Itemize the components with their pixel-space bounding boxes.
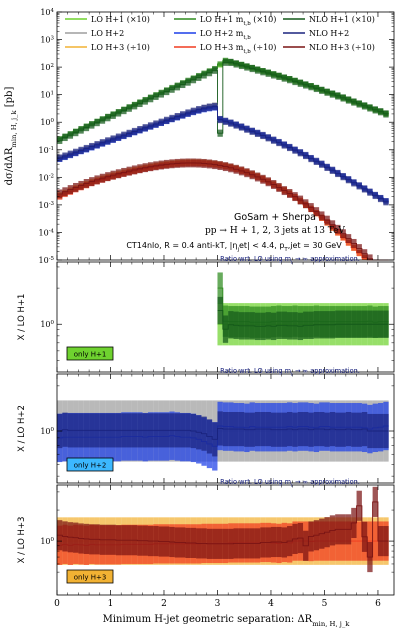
ratio-box-label: only H+2 <box>74 462 107 470</box>
legend-label: NLO H+3 (÷10) <box>309 43 375 52</box>
ratio-y-label: X / LO H+2 <box>17 405 27 452</box>
legend-label: NLO H+2 <box>309 29 349 38</box>
ratio-note: Ratio wrt. LO using mt → ∞ approximation… <box>220 367 360 378</box>
ratio-frame <box>56 261 395 373</box>
series-line-1 <box>57 501 389 558</box>
ratio-panel-h3: 100 0 1 2 3 4 5 6 X / LO H+3 Ratio wrt. LO using … <box>17 478 395 609</box>
ratio-y-label: X / LO H+1 <box>17 294 27 341</box>
y-tick-label: 10-2 <box>39 173 54 182</box>
ratio-note: Ratio wrt. LO using mt → ∞ approximation… <box>220 255 360 266</box>
legend-label: LO H+1 (×10) <box>91 15 150 24</box>
ratio-panel-h2: 100 X / LO H+2 Ratio wrt. LO using mt → ∞ … <box>17 367 395 484</box>
y-tick-label: 102 <box>40 63 54 72</box>
series-1 <box>57 486 389 573</box>
series-line-1 <box>217 310 389 330</box>
ratio-panel-h1: 100 X / LO H+1 Ratio wrt. LO using mt → ∞ … <box>17 255 395 373</box>
y-axis-label: dσ/dΔRmin, H, j_k [pb] <box>4 87 18 186</box>
series-line-8 <box>57 162 389 261</box>
x-tick-label: 2 <box>161 599 167 609</box>
main-frame <box>56 11 395 261</box>
ratio-box-label: only H+1 <box>74 351 107 359</box>
y-tick-label: 10-1 <box>39 146 54 155</box>
series-line-5 <box>57 106 389 203</box>
x-axis: Minimum H-jet geometric separation: ΔRmi… <box>103 614 351 628</box>
ratio-frame <box>56 484 395 596</box>
annotation-setup: CT14nlo, R = 0.4 anti-kT, |ηjet| < 4.4, … <box>126 241 342 253</box>
series-line-2 <box>57 61 389 141</box>
y-tick-label: 101 <box>40 91 54 100</box>
y-tick-label: 100 <box>40 537 54 546</box>
y-tick-label: 10-4 <box>39 228 55 237</box>
y-tick-label: 100 <box>40 118 54 127</box>
series-1 <box>217 296 389 343</box>
ratio-box <box>66 457 114 472</box>
y-tick-label: 10-3 <box>39 201 55 210</box>
legend-label: LO H+3 (÷10) <box>91 43 150 52</box>
series-8 <box>57 158 389 261</box>
x-tick-label: 3 <box>215 599 221 609</box>
y-tick-label: 10-5 <box>39 256 55 265</box>
legend-label: LO H+3 mt,b (÷10) <box>200 43 276 55</box>
ratio-frame <box>56 373 395 484</box>
legend-label: NLO H+1 (×10) <box>309 15 375 24</box>
series-2 <box>57 58 389 144</box>
x-tick-label: 5 <box>322 599 328 609</box>
ratio-note: Ratio wrt. LO using mt → ∞ approximation… <box>220 478 360 489</box>
y-tick-label: 104 <box>40 8 54 17</box>
x-tick-label: 6 <box>375 599 381 609</box>
ratio-box <box>66 346 114 361</box>
x-tick-label: 0 <box>54 599 60 609</box>
main-panel: 10-5 10-4 10-3 10-2 10-1 100 101 102 103 104 dσ/dΔ… <box>4 8 395 265</box>
x-tick-label: 4 <box>268 599 274 609</box>
series-5 <box>57 102 389 206</box>
ratio-box <box>66 569 114 584</box>
legend-label: LO H+1 mt,b (×10) <box>200 15 276 27</box>
y-tick-label: 100 <box>40 320 54 329</box>
series-line-1 <box>57 428 389 440</box>
annotation-process: pp → H + 1, 2, 3 jets at 13 TeV <box>205 226 345 236</box>
legend-label: LO H+2 <box>91 29 124 38</box>
legend-label: LO H+2 mt,b <box>200 29 251 41</box>
band-bin <box>367 254 373 260</box>
y-tick-label: 103 <box>40 36 54 45</box>
x-tick-label: 1 <box>108 599 114 609</box>
annotation-generator: GoSam + Sherpa <box>234 212 316 223</box>
ratio-y-label: X / LO H+3 <box>17 517 27 564</box>
ratio-box-label: only H+3 <box>74 574 107 582</box>
y-tick-label: 100 <box>40 427 54 436</box>
x-axis-label: Minimum H-jet geometric separation: ΔRmi… <box>103 614 351 628</box>
